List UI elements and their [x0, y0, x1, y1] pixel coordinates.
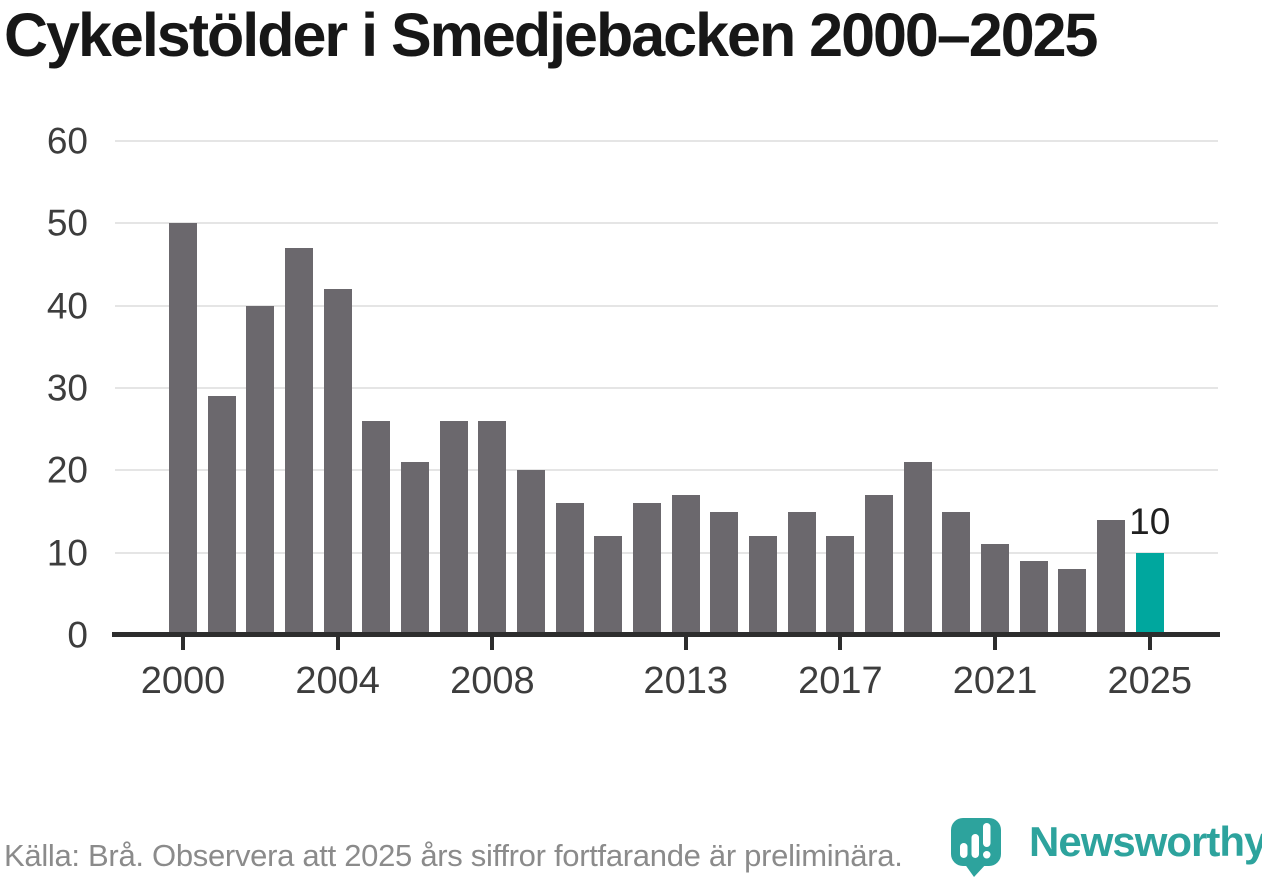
bar-2023	[1058, 569, 1087, 635]
gridline-60	[115, 140, 1218, 142]
x-tick-label-2025: 2025	[1107, 660, 1193, 702]
x-tick-2021	[993, 637, 998, 650]
bar-2002	[246, 305, 275, 635]
x-tick-2000	[181, 637, 185, 650]
bar-2000	[169, 223, 197, 635]
bar-2014	[710, 511, 739, 635]
bar-2006	[401, 462, 430, 635]
gridline-30	[115, 387, 1218, 389]
bar-2004	[323, 289, 352, 635]
bar-2013	[671, 495, 700, 635]
bar-2025	[1135, 552, 1164, 635]
bar-2010	[555, 503, 584, 635]
newsworthy-wordmark: Newsworthy	[1029, 818, 1262, 865]
x-tick-label-2008: 2008	[450, 660, 535, 702]
bar-2015	[749, 536, 778, 635]
bar-2019	[903, 462, 932, 635]
x-tick-label-2021: 2021	[952, 660, 1038, 702]
bar-2021	[981, 544, 1010, 635]
y-tick-label-50: 50	[46, 202, 88, 244]
gridline-20	[115, 469, 1218, 472]
x-tick-label-2004: 2004	[295, 660, 380, 702]
bar-2022	[1019, 560, 1048, 635]
newsworthy-logo: Newsworthy	[950, 817, 1262, 877]
x-tick-2013	[683, 637, 688, 650]
gridline-50	[115, 222, 1218, 225]
newsworthy-pin-barchart-icon	[951, 818, 1001, 877]
x-tick-2017	[838, 637, 843, 650]
bar-2020	[942, 511, 971, 635]
gridline-40	[115, 304, 1218, 307]
bar-2008	[478, 420, 507, 635]
y-tick-label-30: 30	[46, 367, 88, 409]
plot-area: 10	[113, 140, 1220, 635]
bar-2012	[633, 503, 662, 635]
bar-2001	[207, 396, 236, 635]
bar-2003	[285, 248, 313, 635]
x-tick-2008	[490, 637, 495, 650]
x-axis-line	[112, 632, 1220, 637]
bar-2018	[865, 495, 894, 635]
chart-title: Cykelstölder i Smedjebacken 2000–2025	[4, 1, 1098, 69]
x-tick-2025	[1147, 637, 1152, 650]
x-tick-label-2000: 2000	[140, 660, 226, 702]
y-tick-label-0: 0	[67, 614, 88, 656]
bar-2011	[594, 536, 623, 635]
source-note: Källa: Brå. Observera att 2025 års siffr…	[4, 838, 903, 873]
x-tick-label-2017: 2017	[798, 660, 883, 702]
y-tick-label-10: 10	[46, 532, 88, 574]
y-tick-label-20: 20	[46, 449, 88, 491]
gridline-10	[115, 551, 1218, 554]
x-tick-label-2013: 2013	[643, 660, 728, 702]
y-tick-label-40: 40	[46, 285, 88, 327]
bar-2007	[439, 420, 468, 635]
bar-2016	[787, 511, 816, 635]
y-tick-label-60: 60	[46, 120, 88, 162]
bar-2024	[1097, 519, 1126, 635]
bar-2017	[826, 536, 855, 635]
x-tick-2004	[335, 637, 340, 650]
bar-2009	[517, 470, 546, 635]
bar-value-label: 10	[1129, 500, 1171, 542]
bar-2005	[362, 420, 391, 635]
